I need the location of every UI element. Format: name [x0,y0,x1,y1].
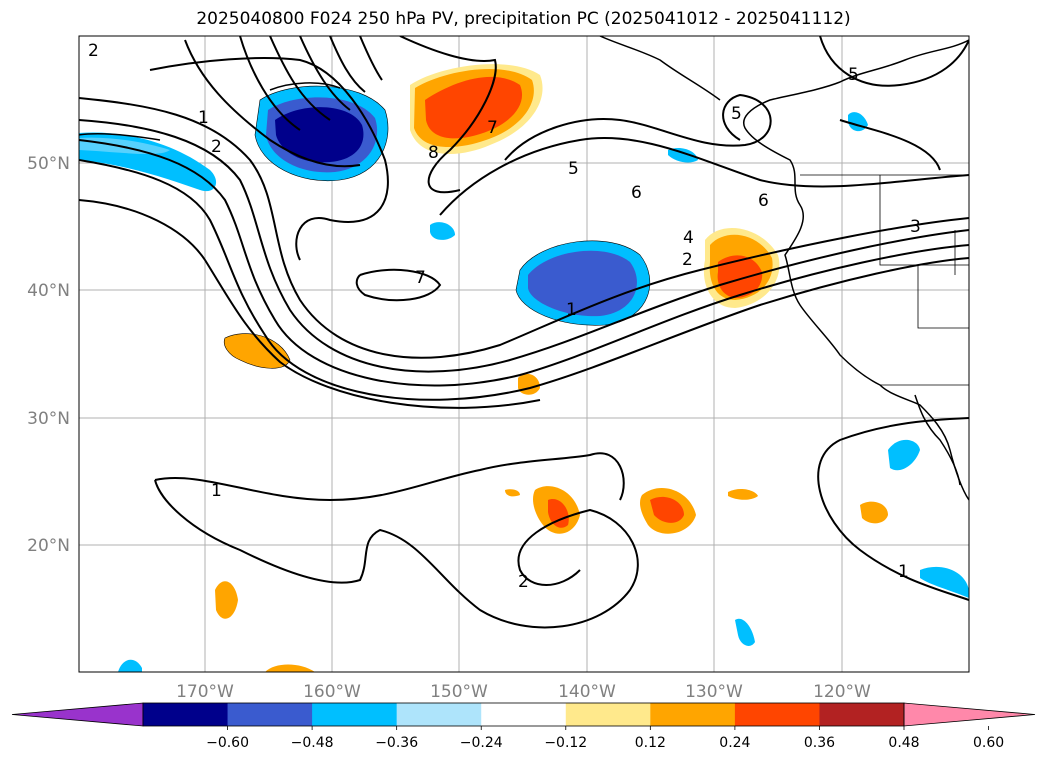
colorbar-swatch [565,703,651,726]
borders [800,174,969,386]
contour-label: 5 [731,104,742,124]
lat-label: 20°N [27,536,70,556]
colorbar: −0.60 −0.48 −0.36 −0.24 −0.12 0.12 0.24 0.36 0.4… [11,702,1036,751]
lon-label: 140°W [558,682,616,702]
contour-label: 7 [415,268,426,288]
contour-label: 1 [898,562,909,582]
colorbar-tick-label: 0.12 [635,735,666,751]
contour-labels: 2 1 2 8 7 5 6 6 5 5 4 3 2 1 7 1 2 1 [88,41,921,592]
longitude-labels: 170°W 160°W 150°W 140°W 130°W 120°W [176,682,871,702]
contour-label: 4 [683,228,694,248]
contour-label: 5 [848,65,859,85]
contour-label: 2 [518,572,529,592]
coastlines [79,36,969,501]
precip-anomaly-shading [79,64,969,672]
contour-label: 3 [910,217,921,237]
colorbar-swatch [734,703,820,726]
contour-label: 5 [568,159,579,179]
lon-label: 160°W [303,682,361,702]
colorbar-swatch [312,703,398,726]
colorbar-swatch [481,703,567,726]
contour-label: 1 [211,481,222,501]
colorbar-border [142,702,905,727]
contour-label: 1 [566,300,577,320]
colorbar-swatch [227,703,313,726]
lon-label: 170°W [176,682,234,702]
colorbar-tick-label: −0.48 [291,735,334,751]
contour-label: 6 [631,183,642,203]
colorbar-tick-label: −0.24 [460,735,503,751]
map-frame [78,35,970,673]
colorbar-tick-label: 0.36 [804,735,835,751]
contour-label: 2 [88,41,99,61]
contour-label: 6 [758,191,769,211]
lon-label: 120°W [813,682,871,702]
colorbar-swatch [650,703,736,726]
colorbar-swatch [143,703,229,726]
lat-label: 40°N [27,281,70,301]
contour-label: 8 [428,143,439,163]
colorbar-swatch [819,703,905,726]
latitude-labels: 50°N 40°N 30°N 20°N [27,154,70,556]
contour-label: 7 [487,118,498,138]
colorbar-tick-label: 0.24 [719,735,750,751]
pv-contours [79,36,969,629]
colorbar-tick-label: 0.48 [888,735,919,751]
colorbar-tick-label: −0.36 [375,735,418,751]
colorbar-tick-label: −0.12 [544,735,587,751]
contour-label: 1 [198,108,209,128]
colorbar-extend-min [11,702,144,727]
contour-label: 2 [682,250,693,270]
colorbar-tick-label: −0.60 [206,735,249,751]
lat-label: 30°N [27,409,70,429]
lon-label: 130°W [685,682,743,702]
map-title: 2025040800 F024 250 hPa PV, precipitatio… [196,9,851,29]
lon-label: 150°W [430,682,488,702]
contour-label: 2 [211,137,222,157]
lat-label: 50°N [27,154,70,174]
colorbar-tick-label: 0.60 [973,735,1004,751]
colorbar-swatch [396,703,482,726]
colorbar-extend-max [903,702,1036,727]
